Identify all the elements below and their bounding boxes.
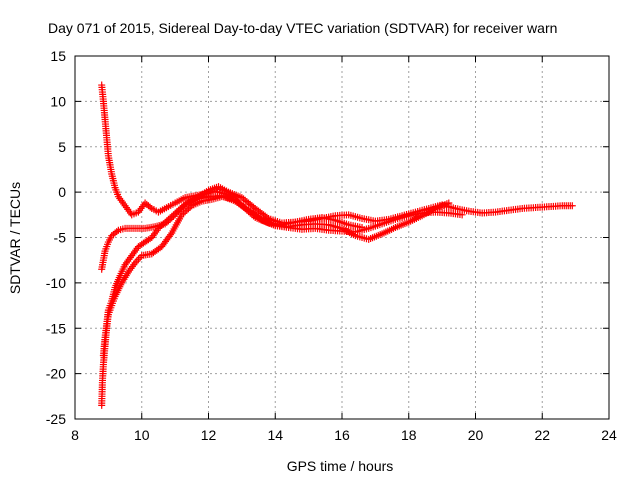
data-point <box>184 205 192 213</box>
data-point <box>181 208 189 216</box>
y-tick-label-5: 0 <box>58 184 66 200</box>
data-point <box>178 203 186 211</box>
data-point <box>159 220 167 228</box>
data-point <box>161 218 169 226</box>
data-point <box>458 211 466 219</box>
data-point <box>173 208 181 216</box>
axis-ticks: 8 10 12 14 16 18 20 22 24 -25 -20 -15 -10 -5 0 5 10 15 <box>46 48 617 443</box>
x-tick-label-5: 18 <box>401 427 417 443</box>
data-point <box>358 224 366 232</box>
data-point <box>146 235 154 243</box>
data-point <box>181 200 189 208</box>
data-point <box>176 205 184 213</box>
x-tick-label-0: 8 <box>71 427 79 443</box>
x-tick-label-3: 14 <box>267 427 283 443</box>
data-point <box>167 231 175 239</box>
data-point <box>183 206 191 214</box>
data-point <box>183 199 191 207</box>
data-point <box>174 206 182 214</box>
data-point <box>156 223 164 231</box>
data-point <box>256 215 264 223</box>
x-axis-label: GPS time / hours <box>287 458 394 474</box>
data-point <box>168 212 176 220</box>
data-point <box>568 202 576 210</box>
data-point <box>163 217 171 225</box>
data-point <box>186 203 194 211</box>
data-point <box>169 211 177 219</box>
y-tick-label-3: -10 <box>46 275 66 291</box>
y-tick-label-6: 5 <box>58 139 66 155</box>
y-axis-label: SDTVAR / TECUs <box>7 182 23 294</box>
chart-title: Day 071 of 2015, Sidereal Day-to-day VTE… <box>48 20 557 36</box>
data-point <box>179 209 187 217</box>
data-point <box>158 221 166 229</box>
y-tick-label-1: -20 <box>46 366 66 382</box>
y-tick-label-4: -5 <box>54 230 67 246</box>
x-tick-label-4: 16 <box>334 427 350 443</box>
data-point <box>171 209 179 217</box>
data-point <box>146 203 154 211</box>
data-marks <box>98 81 576 409</box>
data-point <box>178 211 186 219</box>
data-point <box>154 224 162 232</box>
data-point <box>263 213 271 221</box>
x-tick-label-6: 20 <box>468 427 484 443</box>
y-tick-label-8: 15 <box>50 48 66 64</box>
x-tick-label-8: 24 <box>601 427 617 443</box>
data-point <box>113 228 121 236</box>
data-point <box>164 215 172 223</box>
grid <box>75 56 609 419</box>
y-tick-label-2: -15 <box>46 320 66 336</box>
x-tick-label-2: 12 <box>201 427 217 443</box>
x-tick-label-1: 10 <box>134 427 150 443</box>
data-point <box>166 214 174 222</box>
data-point <box>445 199 453 207</box>
y-tick-label-7: 10 <box>50 93 66 109</box>
data-point <box>179 202 187 210</box>
x-tick-label-7: 22 <box>534 427 550 443</box>
y-tick-label-0: -25 <box>46 411 66 427</box>
series-track-d <box>99 183 366 359</box>
